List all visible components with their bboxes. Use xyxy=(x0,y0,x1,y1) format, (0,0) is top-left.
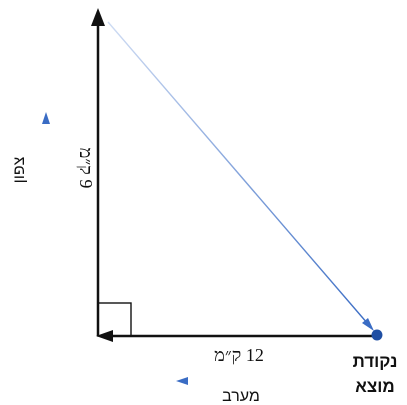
hypotenuse-arrow xyxy=(107,21,374,331)
west-arrow xyxy=(176,377,296,385)
right-angle-marker xyxy=(97,302,132,337)
horizontal-leg xyxy=(96,330,376,342)
origin-point xyxy=(371,329,383,341)
vertical-leg xyxy=(91,8,105,336)
west-label: מערב xyxy=(222,388,260,405)
horizontal-distance-label: 12 ק״מ xyxy=(214,345,264,365)
vertical-distance-label: 9 ק״מ xyxy=(76,148,96,189)
north-label: צפון xyxy=(11,156,28,183)
origin-label-line1: נקודת xyxy=(353,352,398,371)
north-arrow xyxy=(42,112,50,222)
origin-label-line2: מוצא xyxy=(355,377,394,396)
